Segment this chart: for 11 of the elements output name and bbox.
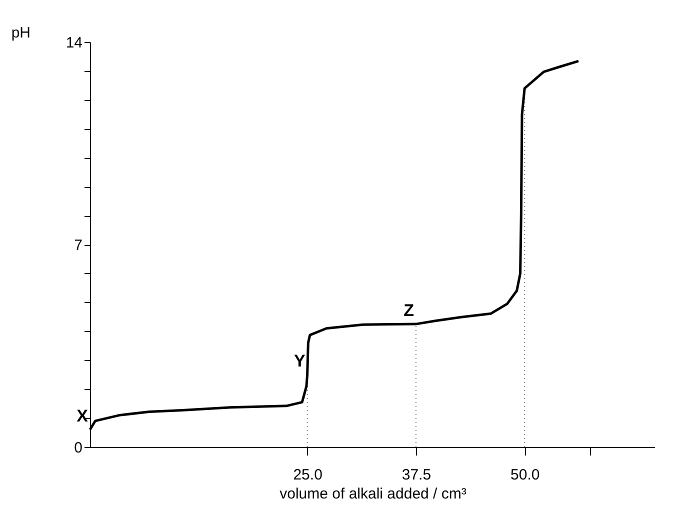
y-tick-label: 7: [74, 237, 82, 254]
y-axis-title: pH: [11, 24, 30, 42]
annotation: X: [76, 406, 89, 426]
y-tick-label: 14: [66, 34, 82, 52]
x-tick-label: 50.0: [510, 466, 540, 484]
x-tick-label: 25.0: [293, 466, 322, 484]
annotation: Z: [404, 301, 414, 320]
y-tick-label: 0: [74, 440, 82, 456]
x-axis-title: volume of alkali added / cm³: [280, 486, 466, 502]
x-tick-label: 37.5: [402, 466, 432, 484]
annotation: Y: [294, 352, 306, 371]
